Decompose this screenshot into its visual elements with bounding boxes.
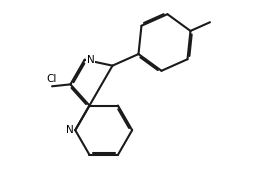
Text: N: N: [66, 125, 74, 135]
Text: N: N: [87, 55, 95, 65]
Text: Cl: Cl: [47, 74, 57, 84]
